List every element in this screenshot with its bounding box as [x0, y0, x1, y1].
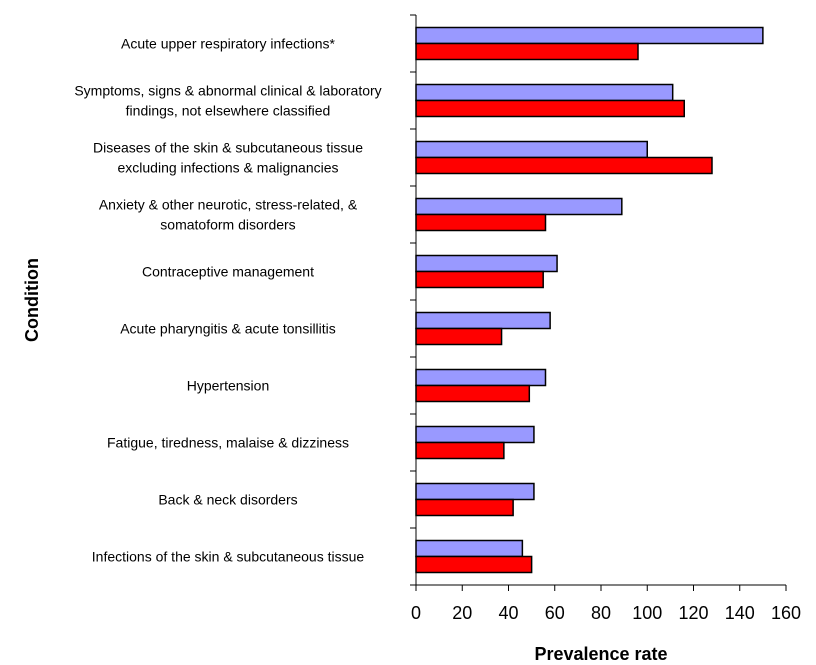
category-label-line: Diseases of the skin & subcutaneous tiss…	[93, 140, 363, 156]
category-label: Anxiety & other neurotic, stress-related…	[99, 197, 358, 233]
x-tick-label: 20	[452, 603, 472, 623]
x-tick-label: 120	[678, 603, 708, 623]
bars	[415, 26, 764, 574]
category-labels: Acute upper respiratory infections* Sympt…	[74, 36, 381, 565]
bar-series-2-8	[415, 441, 505, 460]
category-label: Acute pharyngitis & acute tonsillitis	[120, 321, 336, 337]
bar-series-2-10	[415, 555, 533, 574]
bar-series-1-3	[415, 140, 648, 159]
category-label: Hypertension	[187, 378, 270, 394]
category-label: Symptoms, signs & abnormal clinical & la…	[74, 83, 381, 119]
category-label: Infections of the skin & subcutaneous ti…	[92, 549, 365, 565]
category-label: Acute upper respiratory infections*	[121, 36, 336, 52]
category-label: Back & neck disorders	[158, 492, 297, 508]
category-label-line: somatoform disorders	[160, 217, 295, 233]
category-label-line: Acute pharyngitis & acute tonsillitis	[120, 321, 336, 337]
bar-series-2-3	[415, 156, 713, 175]
category-label-line: Acute upper respiratory infections*	[121, 36, 336, 52]
category-label-line: Infections of the skin & subcutaneous ti…	[92, 549, 365, 565]
x-tick-label: 80	[591, 603, 611, 623]
bar-series-1-1	[415, 26, 764, 45]
x-axis-title: Prevalence rate	[534, 644, 667, 664]
bar-series-2-2	[415, 99, 685, 118]
x-tick-label: 100	[632, 603, 662, 623]
category-label: Contraceptive management	[142, 264, 314, 280]
bar-series-1-4	[415, 197, 623, 216]
bar-series-1-7	[415, 368, 547, 387]
category-label-line: Contraceptive management	[142, 264, 314, 280]
category-label-line: findings, not elsewhere classified	[126, 103, 331, 119]
category-label-line: Back & neck disorders	[158, 492, 297, 508]
x-tick-label: 140	[725, 603, 755, 623]
category-label-line: Fatigue, tiredness, malaise & dizziness	[107, 435, 349, 451]
bar-series-2-1	[415, 42, 639, 61]
bar-series-2-5	[415, 270, 544, 289]
y-axis-ticks	[410, 14, 416, 586]
bar-series-1-6	[415, 311, 551, 330]
y-axis-title: Condition	[22, 258, 42, 342]
x-tick-label: 60	[545, 603, 565, 623]
bar-series-2-6	[415, 327, 503, 346]
category-label-line: Hypertension	[187, 378, 270, 394]
bar-series-2-9	[415, 498, 514, 517]
category-label-line: excluding infections & malignancies	[117, 160, 338, 176]
x-tick-label: 0	[411, 603, 421, 623]
bar-series-1-5	[415, 254, 558, 273]
bar-series-1-9	[415, 482, 535, 501]
x-tick-label: 40	[498, 603, 518, 623]
bar-series-1-8	[415, 425, 535, 444]
category-label-line: Symptoms, signs & abnormal clinical & la…	[74, 83, 381, 99]
bar-series-2-7	[415, 384, 531, 403]
x-axis-ticks: 0 20 40 60 80 100 120 140 160	[411, 585, 801, 623]
category-label: Fatigue, tiredness, malaise & dizziness	[107, 435, 349, 451]
bar-series-2-4	[415, 213, 547, 232]
bar-series-1-10	[415, 539, 524, 558]
x-tick-label: 160	[771, 603, 801, 623]
category-label-line: Anxiety & other neurotic, stress-related…	[99, 197, 358, 213]
category-label: Diseases of the skin & subcutaneous tiss…	[93, 140, 363, 176]
bar-series-1-2	[415, 83, 674, 102]
